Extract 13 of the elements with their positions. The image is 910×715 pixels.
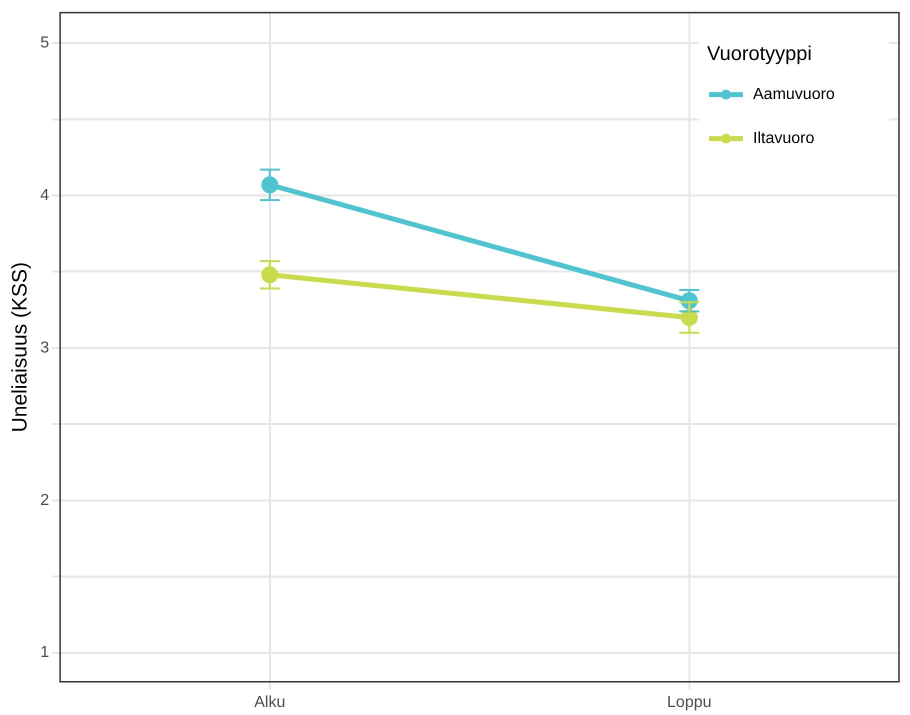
y-tick-label: 1 xyxy=(40,644,50,662)
y-tick-label: 2 xyxy=(40,492,50,509)
point xyxy=(261,266,278,284)
legend-label: Aamuvuoro xyxy=(753,86,835,104)
x-tick-label: Loppu xyxy=(667,694,712,711)
y-tick-label: 5 xyxy=(40,34,50,52)
point xyxy=(261,176,278,194)
legend-label: Iltavuoro xyxy=(753,130,814,148)
x-tick-label: Alku xyxy=(254,694,286,711)
y-tick-label: 4 xyxy=(40,186,50,204)
legend-title: Vuorotyyppi xyxy=(707,43,812,66)
y-tick-label: 3 xyxy=(40,339,50,356)
y-axis-title: Uneliaisuus (KSS) xyxy=(8,262,32,432)
